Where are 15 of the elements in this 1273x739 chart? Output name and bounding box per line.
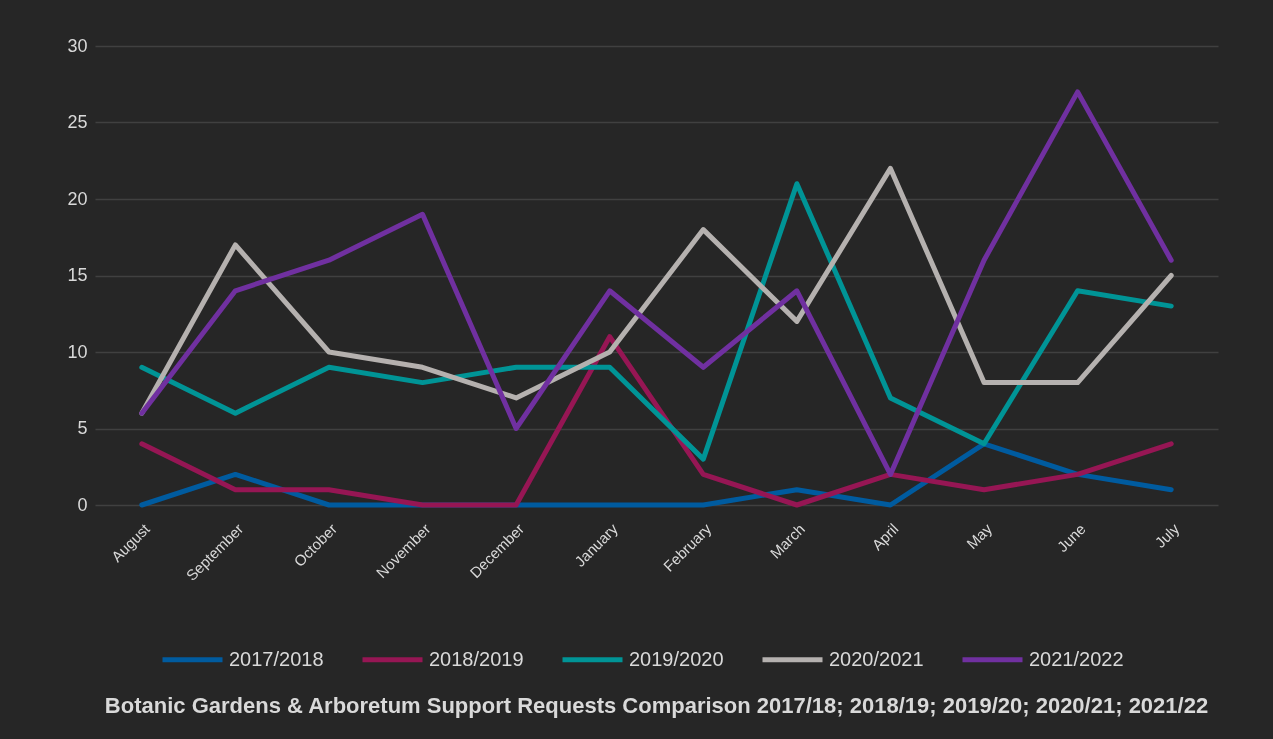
y-tick-label: 20 [67,188,88,209]
legend-label: 2018/2019 [429,647,524,670]
x-tick-label: May [963,519,996,553]
y-tick-label: 25 [67,112,88,132]
text: Botanic Gardens & Arboretum Support Requests Comparison 2017/18; 2018/19; 2019/20; 2020/21; 2021/22 [104,693,1209,718]
y-tick-label: 0 [77,494,88,515]
y-tick-label: 30 [67,35,88,56]
legend-label: 2019/2020 [629,647,724,670]
y-tick-label: 15 [67,265,88,285]
legend-label: 2020/2021 [829,647,924,670]
y-tick-label: 10 [67,341,88,362]
x-tick-label: July [1151,519,1183,551]
legend-label: 2017/2018 [229,647,324,670]
y-tick-label: 5 [77,418,88,438]
legend-label: 2021/2022 [1029,647,1124,670]
